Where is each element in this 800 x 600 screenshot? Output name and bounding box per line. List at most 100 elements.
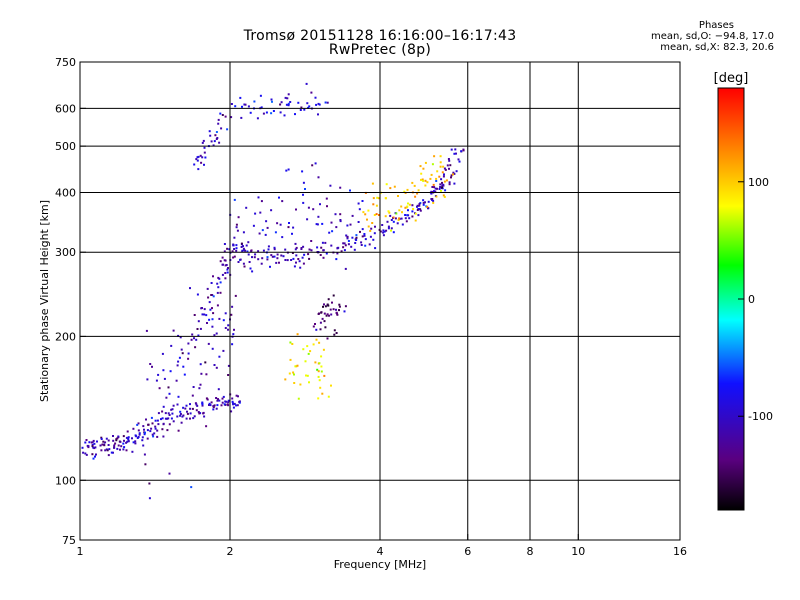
x-tick-label: 8 [527, 545, 534, 558]
data-point [432, 201, 435, 204]
data-point [324, 305, 327, 308]
data-point [454, 148, 457, 151]
data-point [295, 246, 298, 249]
data-point [100, 449, 103, 452]
data-point [333, 329, 336, 332]
data-point [389, 214, 392, 217]
data-point [226, 271, 229, 274]
data-point [221, 256, 224, 259]
data-point [424, 201, 426, 204]
data-point [400, 205, 403, 208]
data-point [362, 211, 365, 214]
data-point [284, 248, 287, 251]
data-point [190, 338, 193, 341]
y-tick-label: 750 [55, 56, 76, 69]
data-point [378, 214, 380, 216]
data-point [265, 111, 268, 114]
data-point [291, 232, 293, 235]
data-point [193, 314, 196, 316]
data-point [393, 185, 396, 188]
data-point [215, 407, 218, 410]
data-point [219, 112, 222, 115]
data-point [336, 313, 339, 316]
colorbar-tick-label: -100 [748, 410, 773, 423]
data-point [96, 440, 98, 443]
data-point [312, 325, 315, 328]
data-point [283, 114, 286, 117]
data-point [390, 219, 393, 221]
data-point [280, 254, 283, 257]
data-point [442, 165, 445, 168]
data-point [275, 261, 278, 264]
y-tick-label: 500 [55, 140, 76, 153]
data-point [112, 439, 115, 442]
data-point [446, 164, 449, 167]
data-point [376, 196, 379, 199]
data-point [184, 407, 187, 410]
data-point [235, 223, 238, 226]
data-point [266, 258, 269, 261]
data-point [115, 439, 118, 442]
data-point [322, 256, 325, 259]
data-point [211, 325, 214, 328]
data-point [336, 252, 339, 255]
data-point [436, 187, 438, 190]
data-point [94, 455, 96, 458]
data-point [392, 216, 395, 219]
data-point [199, 154, 202, 157]
data-point [243, 265, 246, 268]
data-point [419, 208, 422, 211]
data-point [223, 243, 226, 245]
data-point [353, 248, 356, 251]
data-point [339, 186, 342, 189]
data-point [460, 150, 463, 153]
data-point [132, 427, 135, 430]
data-point [204, 156, 207, 159]
data-point [253, 100, 256, 103]
data-point [113, 444, 116, 447]
data-point [278, 196, 280, 199]
data-point [325, 252, 328, 255]
data-point [238, 400, 241, 403]
data-point [448, 181, 451, 184]
data-point [287, 226, 290, 229]
data-point [306, 345, 309, 348]
data-point [294, 113, 296, 116]
data-point [191, 394, 194, 397]
data-point [355, 236, 358, 239]
data-point [224, 277, 227, 280]
data-point [233, 236, 236, 239]
data-point [142, 425, 145, 428]
data-point [324, 241, 327, 244]
data-point [163, 377, 166, 380]
data-point [198, 387, 201, 390]
data-point [256, 117, 259, 120]
data-point [243, 103, 246, 106]
data-point [267, 245, 270, 248]
x-tick-label: 16 [673, 545, 687, 558]
data-point [334, 213, 337, 216]
data-point [354, 242, 357, 244]
data-point [418, 203, 421, 205]
data-point [265, 220, 268, 223]
data-point [302, 245, 305, 248]
data-point [203, 151, 206, 154]
data-point [81, 446, 84, 449]
data-point [110, 451, 113, 454]
data-point [266, 256, 269, 259]
data-point [297, 397, 300, 400]
data-point [339, 219, 342, 221]
data-point [361, 235, 364, 238]
data-point [442, 175, 445, 178]
data-point [398, 209, 401, 212]
data-point [197, 155, 200, 158]
data-point [417, 208, 420, 211]
data-point [94, 446, 97, 449]
data-point [435, 180, 438, 182]
data-point [165, 396, 168, 399]
data-point [262, 112, 265, 115]
chart-title: Tromsø 20151128 16:16:00–16:17:43 [243, 28, 517, 44]
data-point [223, 403, 226, 406]
data-point [221, 263, 224, 266]
data-point [217, 388, 220, 391]
